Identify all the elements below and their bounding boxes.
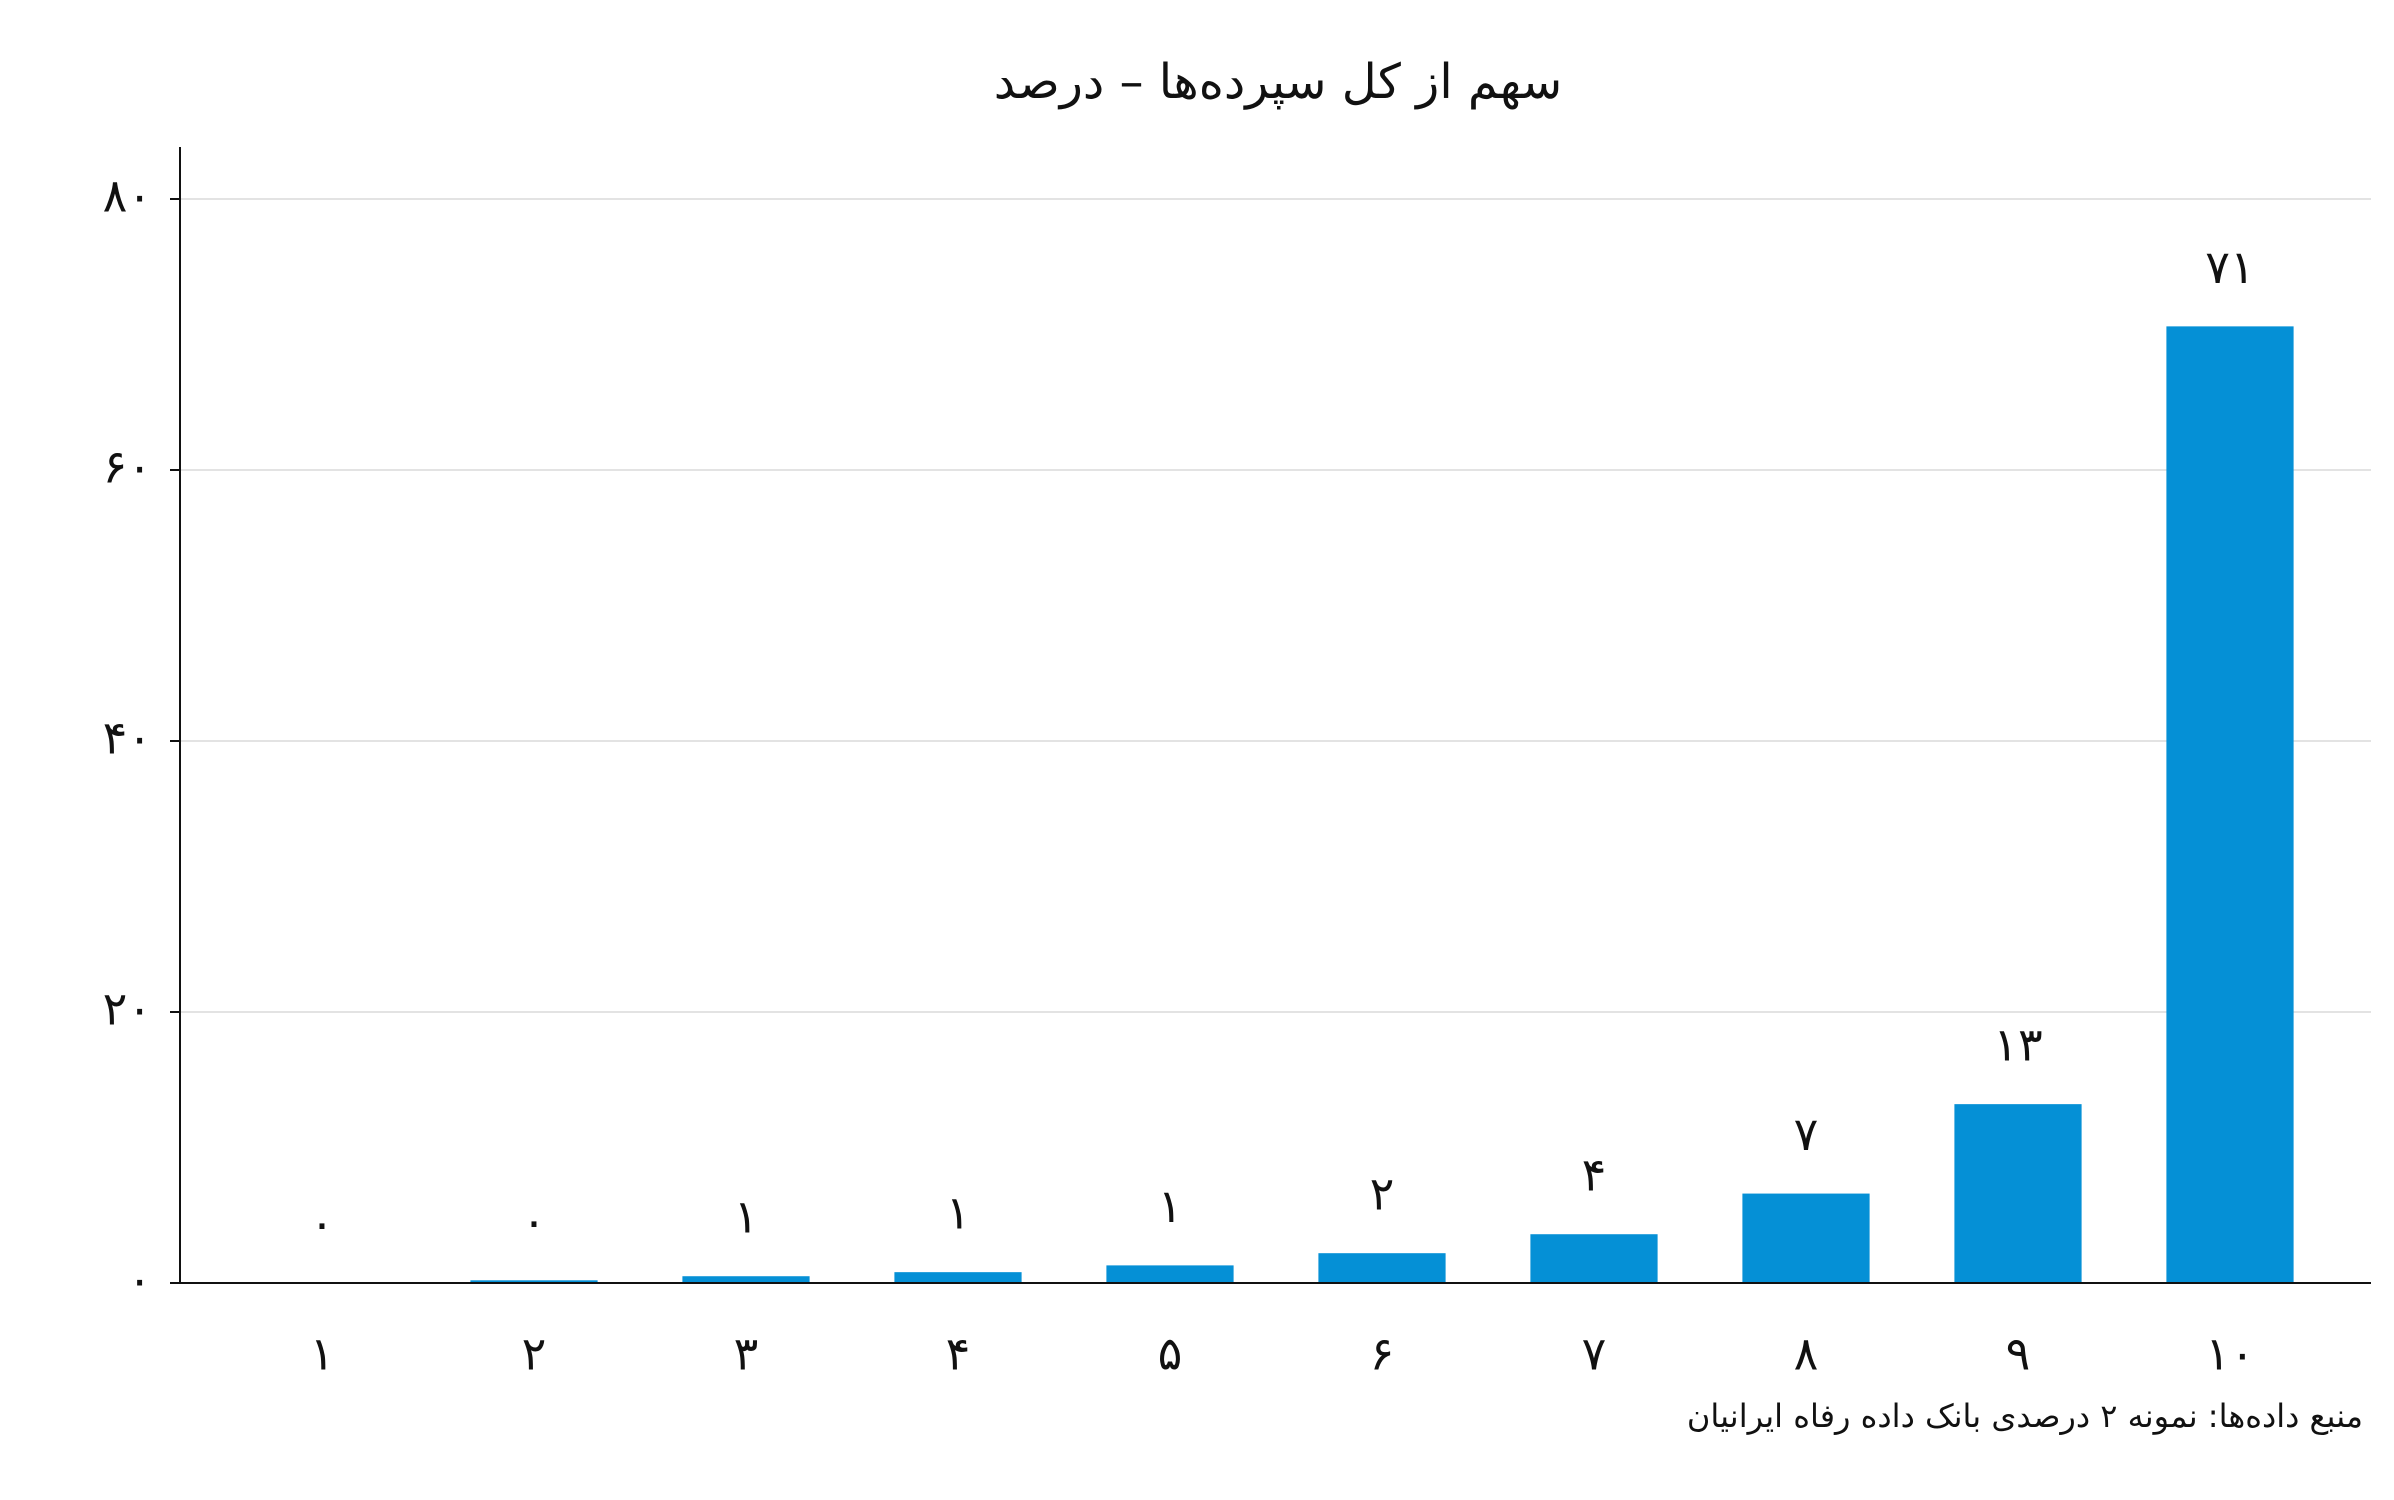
data-label: ۱ [734,1190,759,1244]
data-label: ۲ [1370,1167,1395,1221]
data-label: ۷۱ [2205,240,2254,294]
y-tick-label: ۲۰ [103,982,152,1036]
chart-title: سهم از کل سپرده‌ها – درصد [994,54,1562,110]
data-label: ۱ [1158,1179,1183,1233]
x-tick-label: ۶ [1370,1327,1395,1381]
source-note: منبع داده‌ها: نمونه ۲ درصدی بانک داده رف… [1687,1397,2363,1435]
bar [1106,1265,1234,1283]
x-tick-label: ۴ [946,1327,971,1381]
y-tick-label: ۶۰ [103,440,152,494]
data-label: ۰ [522,1194,547,1248]
x-tick-label: ۱۰ [2205,1327,2254,1381]
bar [2166,326,2294,1283]
x-tick-label: ۹ [2006,1327,2031,1381]
x-tick-label: ۳ [734,1327,759,1381]
x-tick-label: ۷ [1582,1327,1607,1381]
bar [1742,1193,1870,1283]
data-label: ۱۳ [1993,1018,2042,1072]
x-tick-label: ۲ [522,1327,547,1381]
bar [682,1276,810,1283]
bar [1318,1253,1446,1283]
data-label: ۷ [1794,1107,1819,1161]
bar [1954,1104,2082,1283]
bar [470,1280,598,1283]
x-tick-label: ۵ [1158,1327,1183,1381]
data-label: ۱ [946,1186,971,1240]
x-tick-label: ۱ [310,1327,335,1381]
bar [894,1272,1022,1283]
bar [1530,1234,1658,1283]
data-label: ۰ [310,1196,335,1250]
y-tick-label: ۰ [127,1253,152,1307]
data-label: ۴ [1582,1148,1607,1202]
y-tick-label: ۴۰ [103,711,152,765]
x-tick-label: ۸ [1794,1327,1819,1381]
y-tick-label: ۸۰ [103,169,152,223]
